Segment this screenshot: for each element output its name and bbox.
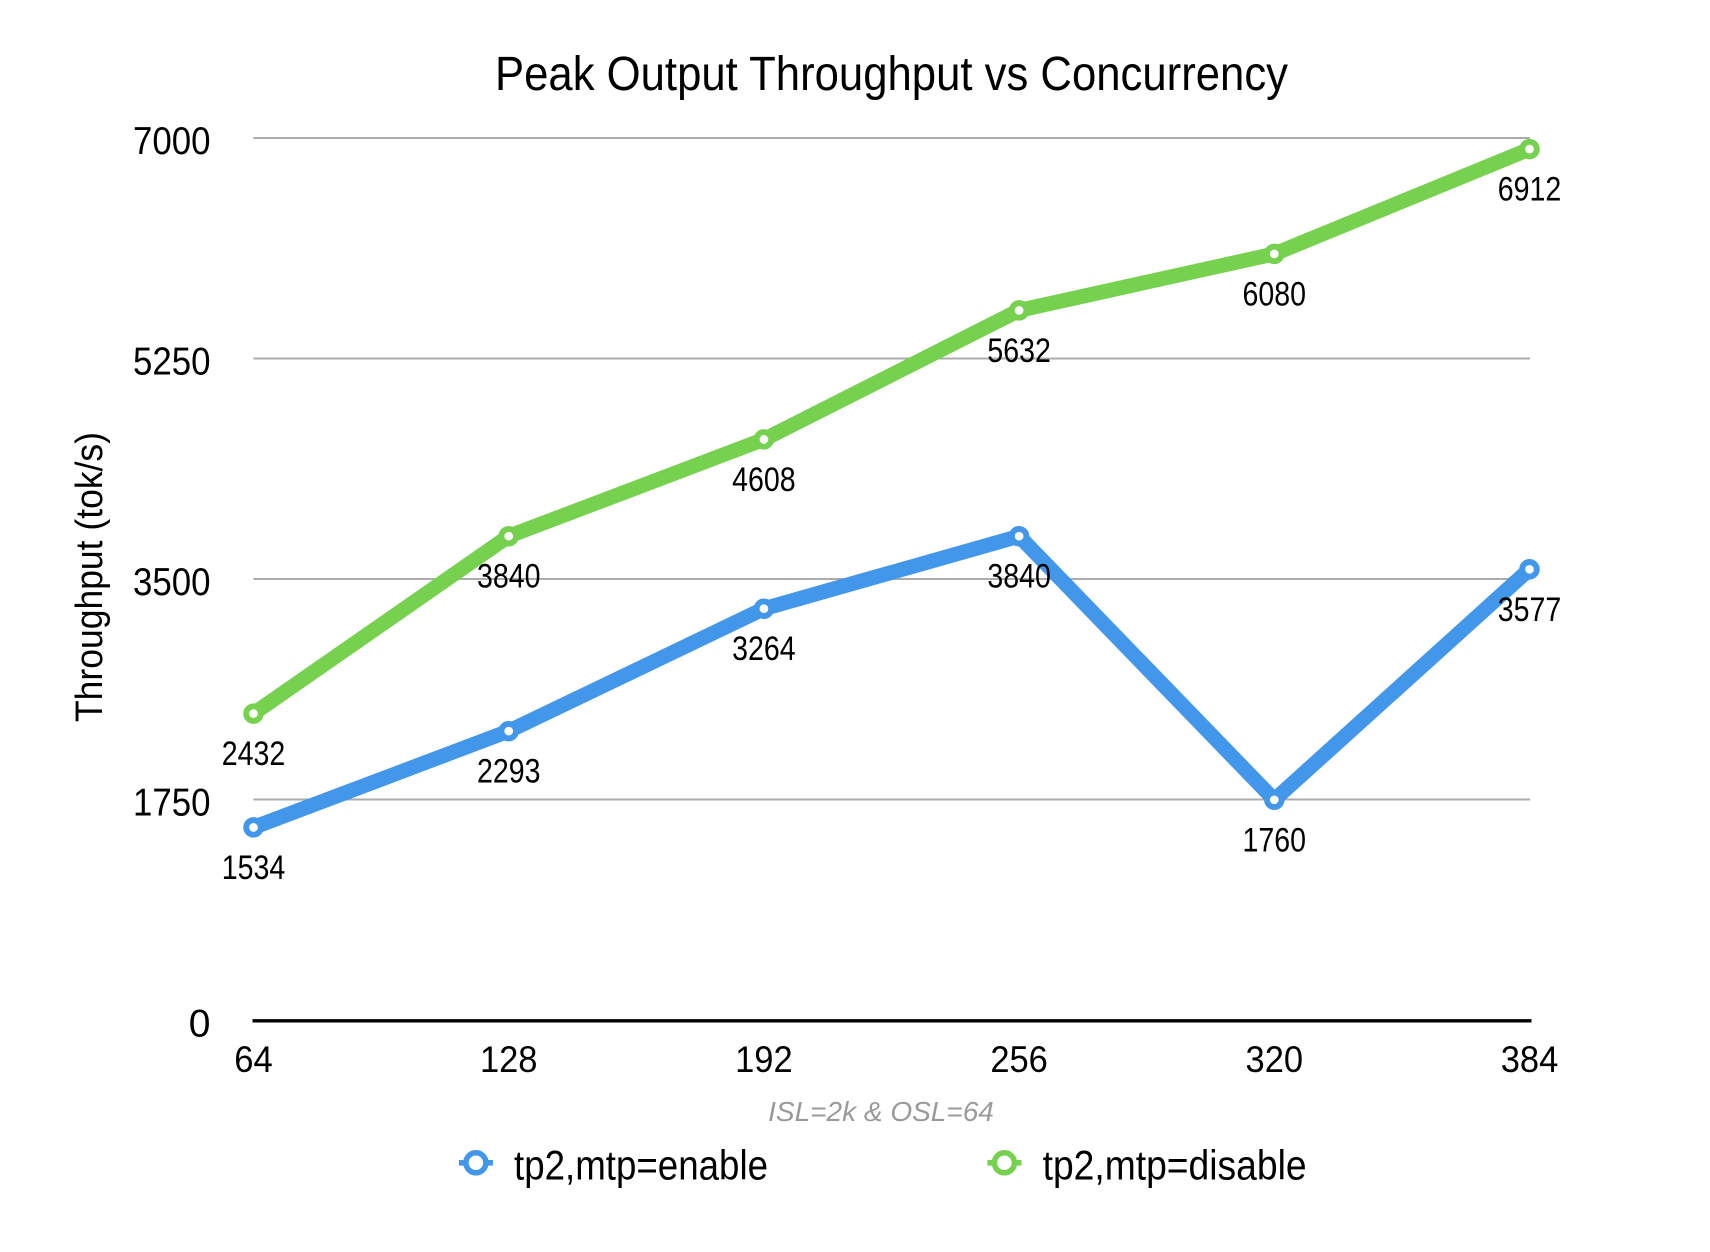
svg-text:0: 0 (189, 1003, 211, 1046)
svg-text:3840: 3840 (987, 558, 1051, 596)
svg-text:2293: 2293 (477, 753, 541, 791)
svg-text:Peak Output Throughput vs Conc: Peak Output Throughput vs Concurrency (495, 48, 1288, 101)
svg-text:tp2,mtp=enable: tp2,mtp=enable (514, 1142, 768, 1189)
svg-text:2432: 2432 (222, 735, 286, 773)
svg-text:1534: 1534 (222, 849, 286, 887)
svg-text:3264: 3264 (732, 630, 796, 668)
svg-text:3500: 3500 (133, 561, 211, 604)
svg-text:4608: 4608 (732, 461, 796, 499)
svg-text:1760: 1760 (1243, 821, 1307, 859)
svg-text:128: 128 (480, 1039, 538, 1080)
svg-text:tp2,mtp=disable: tp2,mtp=disable (1043, 1142, 1307, 1189)
svg-text:64: 64 (234, 1039, 273, 1080)
svg-text:5250: 5250 (133, 341, 211, 384)
svg-text:3840: 3840 (477, 558, 541, 596)
svg-text:7000: 7000 (133, 120, 211, 163)
svg-text:3577: 3577 (1498, 591, 1562, 629)
svg-text:5632: 5632 (987, 332, 1051, 370)
svg-text:192: 192 (735, 1039, 793, 1080)
svg-text:384: 384 (1501, 1039, 1559, 1080)
svg-text:ISL=2k & OSL=64: ISL=2k & OSL=64 (768, 1096, 994, 1127)
svg-text:Throughput (tok/s): Throughput (tok/s) (69, 432, 111, 722)
svg-text:1750: 1750 (133, 782, 211, 825)
svg-text:256: 256 (990, 1039, 1048, 1080)
svg-text:6912: 6912 (1498, 171, 1562, 209)
svg-text:6080: 6080 (1243, 275, 1307, 313)
svg-text:320: 320 (1246, 1039, 1304, 1080)
